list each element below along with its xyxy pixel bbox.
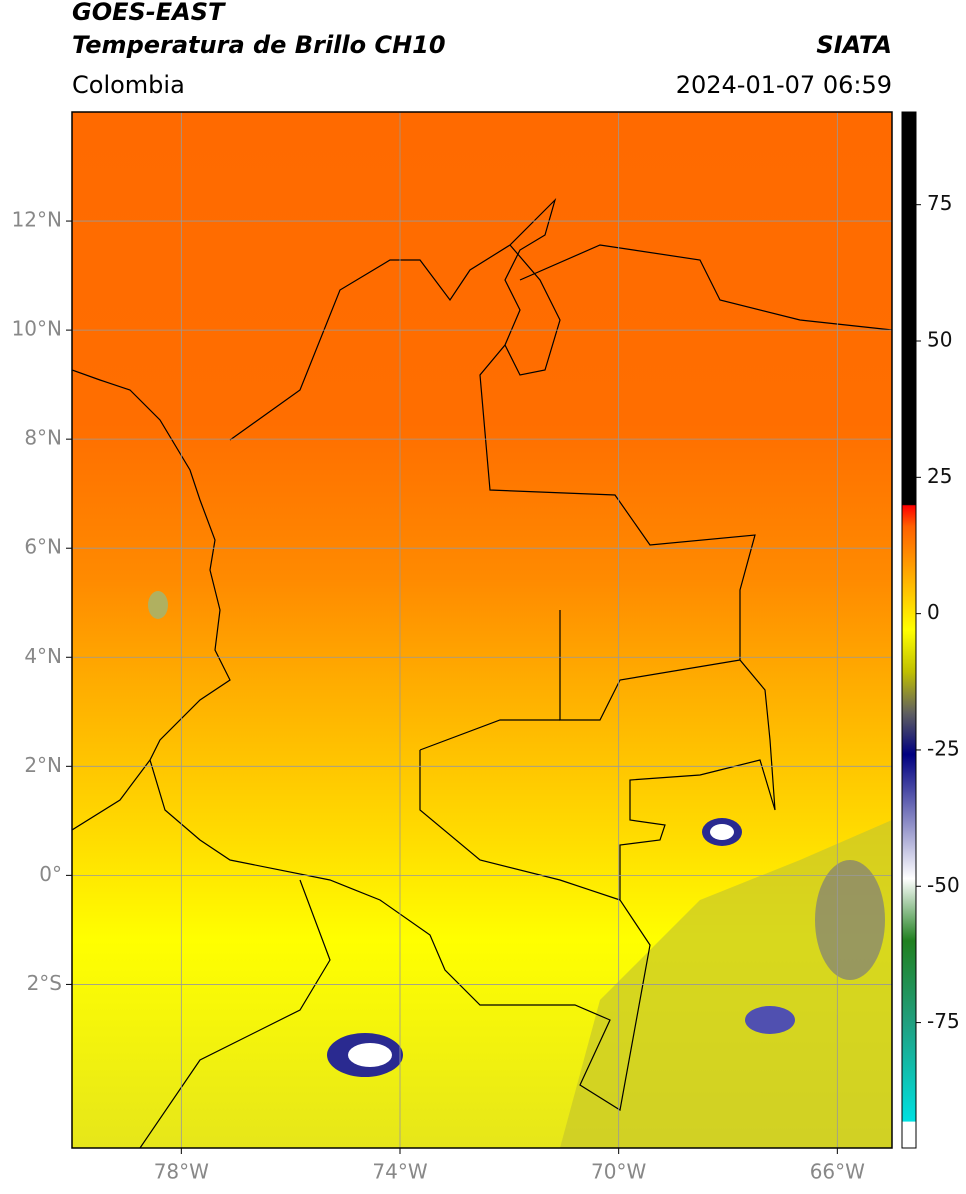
colorbar-tick-label: 50 <box>927 328 952 352</box>
cloud <box>710 824 734 840</box>
source: SIATA <box>816 31 892 59</box>
x-tick-label: 78°W <box>154 1160 209 1184</box>
map-image <box>72 112 892 1148</box>
x-tick-label: 70°W <box>591 1160 646 1184</box>
colorbar-tick-label: 75 <box>927 191 952 215</box>
subtitle: Temperatura de Brillo CH10 <box>72 31 446 59</box>
cloud <box>148 591 168 619</box>
colorbar-tick-label: -75 <box>927 1009 960 1033</box>
y-tick-label: 2°N <box>24 753 62 777</box>
x-tick-label: 74°W <box>372 1160 427 1184</box>
colorbar-tick-label: 25 <box>927 464 952 488</box>
map-frame <box>71 111 893 1149</box>
y-tick-label: 12°N <box>12 208 62 232</box>
y-tick-label: 6°N <box>24 535 62 559</box>
colorbar-tick-label: -25 <box>927 736 960 760</box>
internal-border <box>559 610 741 721</box>
colombia-border <box>149 197 776 1111</box>
lake <box>504 244 561 376</box>
y-tick-label: 2°S <box>27 971 62 995</box>
y-tick-label: 8°N <box>24 426 62 450</box>
y-tick-label: 4°N <box>24 644 62 668</box>
cloud <box>348 1043 392 1067</box>
title: GOES-EAST <box>72 0 226 26</box>
ecuador-border <box>139 879 331 1148</box>
coastline <box>72 369 231 831</box>
region: Colombia <box>72 71 185 99</box>
colorbar-tick-label: 0 <box>927 600 940 624</box>
colorbar <box>901 111 917 1149</box>
grid <box>72 112 892 1148</box>
cloud <box>745 1006 795 1034</box>
datetime: 2024-01-07 06:59 <box>676 71 892 99</box>
y-tick-label: 10°N <box>12 317 62 341</box>
cloud <box>815 860 885 980</box>
colorbar-tick-label: -50 <box>927 873 960 897</box>
venezuela-coast <box>519 244 892 331</box>
internal-border <box>419 719 621 901</box>
cold-region <box>560 820 892 1148</box>
y-tick-label: 0° <box>39 862 62 886</box>
x-tick-label: 66°W <box>810 1160 865 1184</box>
